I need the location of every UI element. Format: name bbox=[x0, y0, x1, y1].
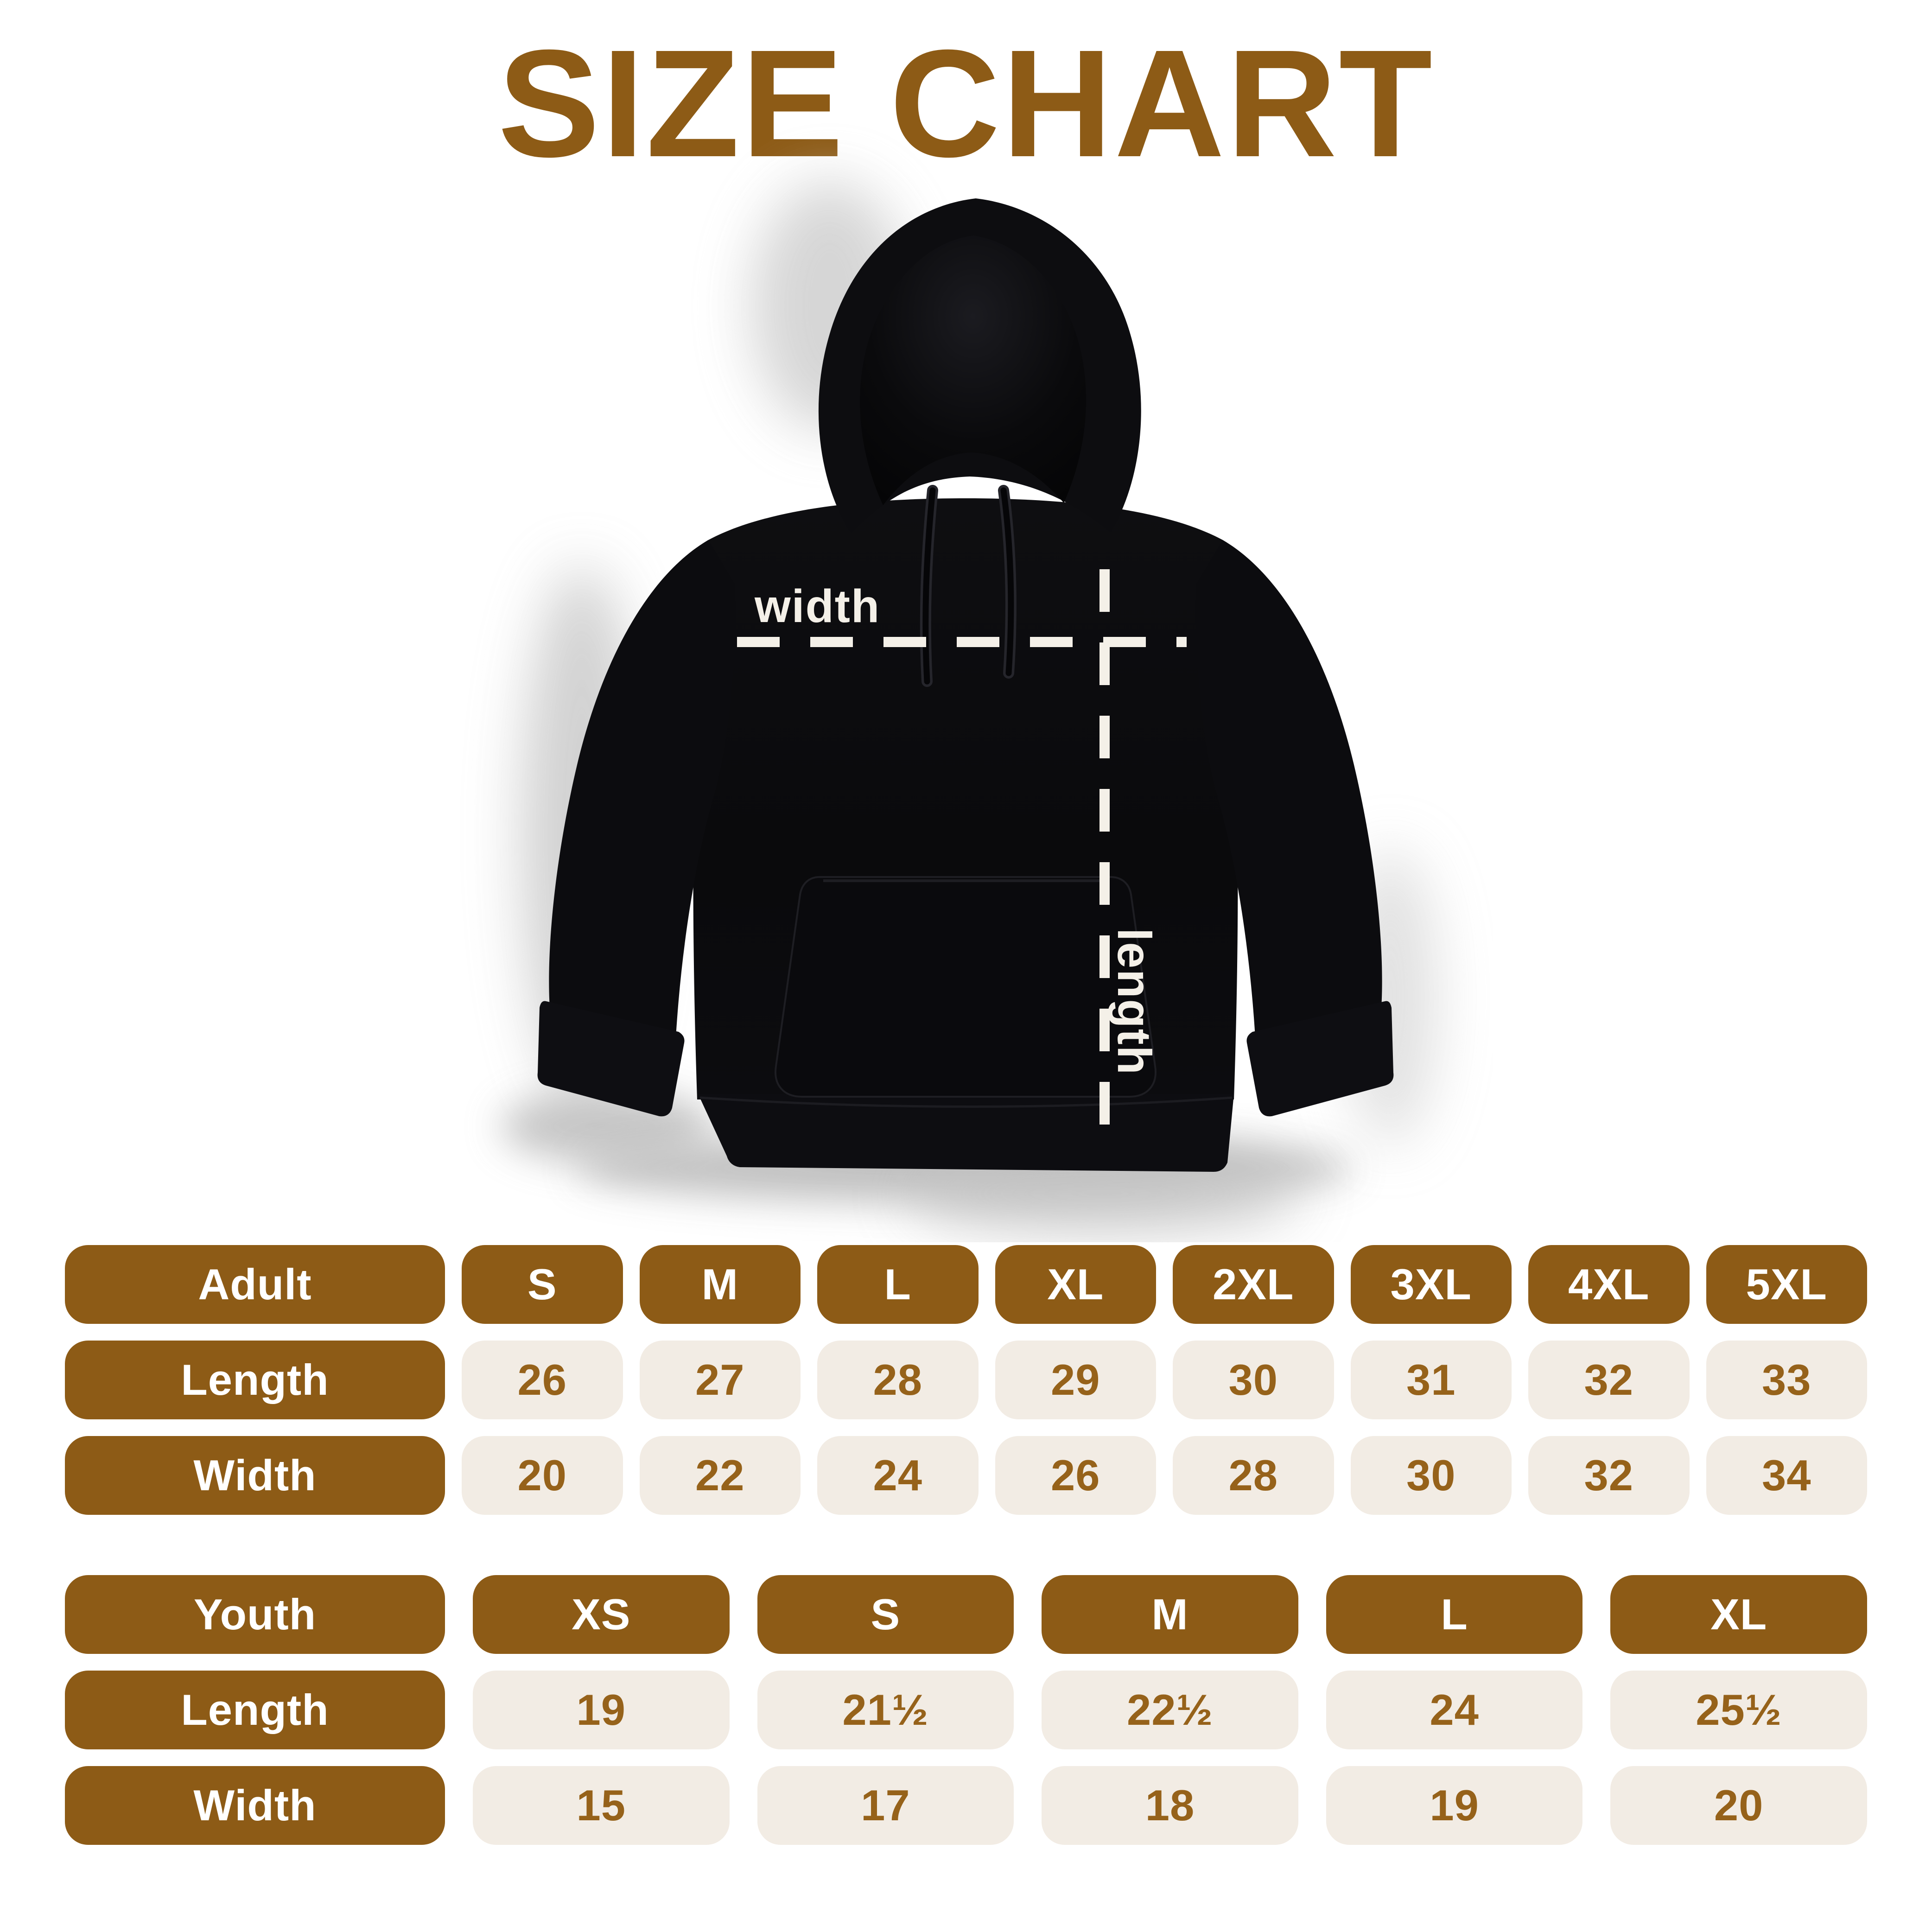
adult-width-value: 34 bbox=[1706, 1436, 1867, 1515]
youth-size-col-xl: XL bbox=[1610, 1575, 1867, 1654]
adult-width-value: 20 bbox=[462, 1436, 623, 1515]
hoodie-left-cuff bbox=[537, 1001, 685, 1117]
hoodie-diagram-svg bbox=[501, 181, 1437, 1233]
adult-width-value: 24 bbox=[817, 1436, 979, 1515]
hoodie-right-sleeve bbox=[1195, 540, 1382, 1037]
width-label: width bbox=[755, 580, 881, 632]
hoodie-drawstrings bbox=[920, 485, 1017, 687]
youth-length-value: 24 bbox=[1326, 1671, 1583, 1749]
length-label: length bbox=[1108, 928, 1161, 1075]
youth-length-value: 19 bbox=[473, 1671, 730, 1749]
adult-length-value: 29 bbox=[995, 1341, 1156, 1419]
youth-length-value: 21½ bbox=[757, 1671, 1014, 1749]
adult-size-col-5xl: 5XL bbox=[1706, 1245, 1867, 1324]
adult-length-value: 28 bbox=[817, 1341, 979, 1419]
adult-length-value: 26 bbox=[462, 1341, 623, 1419]
hoodie-pocket bbox=[775, 876, 1157, 1098]
youth-size-col-xs: XS bbox=[473, 1575, 730, 1654]
adult-length-value: 32 bbox=[1528, 1341, 1690, 1419]
youth-width-value: 19 bbox=[1326, 1766, 1583, 1845]
adult-size-col-4xl: 4XL bbox=[1528, 1245, 1690, 1324]
adult-length-row-label: Length bbox=[65, 1341, 445, 1419]
adult-size-col-3xl: 3XL bbox=[1350, 1245, 1512, 1324]
youth-length-value: 22½ bbox=[1042, 1671, 1298, 1749]
youth-width-value: 18 bbox=[1042, 1766, 1298, 1845]
youth-width-row-label: Width bbox=[65, 1766, 445, 1845]
youth-size-col-l: L bbox=[1326, 1575, 1583, 1654]
hoodie-left-sleeve bbox=[549, 540, 736, 1037]
adult-width-value: 28 bbox=[1173, 1436, 1334, 1515]
youth-length-value: 25½ bbox=[1610, 1671, 1867, 1749]
youth-width-value: 15 bbox=[473, 1766, 730, 1845]
adult-length-value: 31 bbox=[1350, 1341, 1512, 1419]
adult-width-value: 32 bbox=[1528, 1436, 1690, 1515]
adult-size-col-m: M bbox=[639, 1245, 801, 1324]
youth-size-table: Youth XS S M L XL Length 19 21½ 22½ 24 2… bbox=[65, 1575, 1867, 1845]
youth-width-value: 17 bbox=[757, 1766, 1014, 1845]
hoodie-right-cuff bbox=[1246, 1001, 1394, 1117]
hoodie-hood-lining bbox=[860, 235, 1087, 505]
hoodie-illustration: width length bbox=[501, 181, 1437, 1233]
adult-length-value: 30 bbox=[1173, 1341, 1334, 1419]
adult-size-col-s: S bbox=[462, 1245, 623, 1324]
adult-length-value: 27 bbox=[639, 1341, 801, 1419]
adult-width-value: 26 bbox=[995, 1436, 1156, 1515]
youth-length-row-label: Length bbox=[65, 1671, 445, 1749]
youth-size-col-s: S bbox=[757, 1575, 1014, 1654]
adult-width-value: 22 bbox=[639, 1436, 801, 1515]
adult-size-table: Adult S M L XL 2XL 3XL 4XL 5XL Length 26… bbox=[65, 1245, 1867, 1515]
adult-size-col-l: L bbox=[817, 1245, 979, 1324]
adult-width-row-label: Width bbox=[65, 1436, 445, 1515]
adult-size-col-xl: XL bbox=[995, 1245, 1156, 1324]
youth-size-col-m: M bbox=[1042, 1575, 1298, 1654]
hem-seam bbox=[699, 1096, 1233, 1108]
adult-width-value: 30 bbox=[1350, 1436, 1512, 1515]
youth-width-value: 20 bbox=[1610, 1766, 1867, 1845]
adult-size-col-2xl: 2XL bbox=[1173, 1245, 1334, 1324]
adult-length-value: 33 bbox=[1706, 1341, 1867, 1419]
adult-table-header: Adult bbox=[65, 1245, 445, 1324]
youth-table-header: Youth bbox=[65, 1575, 445, 1654]
page-title: SIZE CHART bbox=[498, 18, 1434, 189]
